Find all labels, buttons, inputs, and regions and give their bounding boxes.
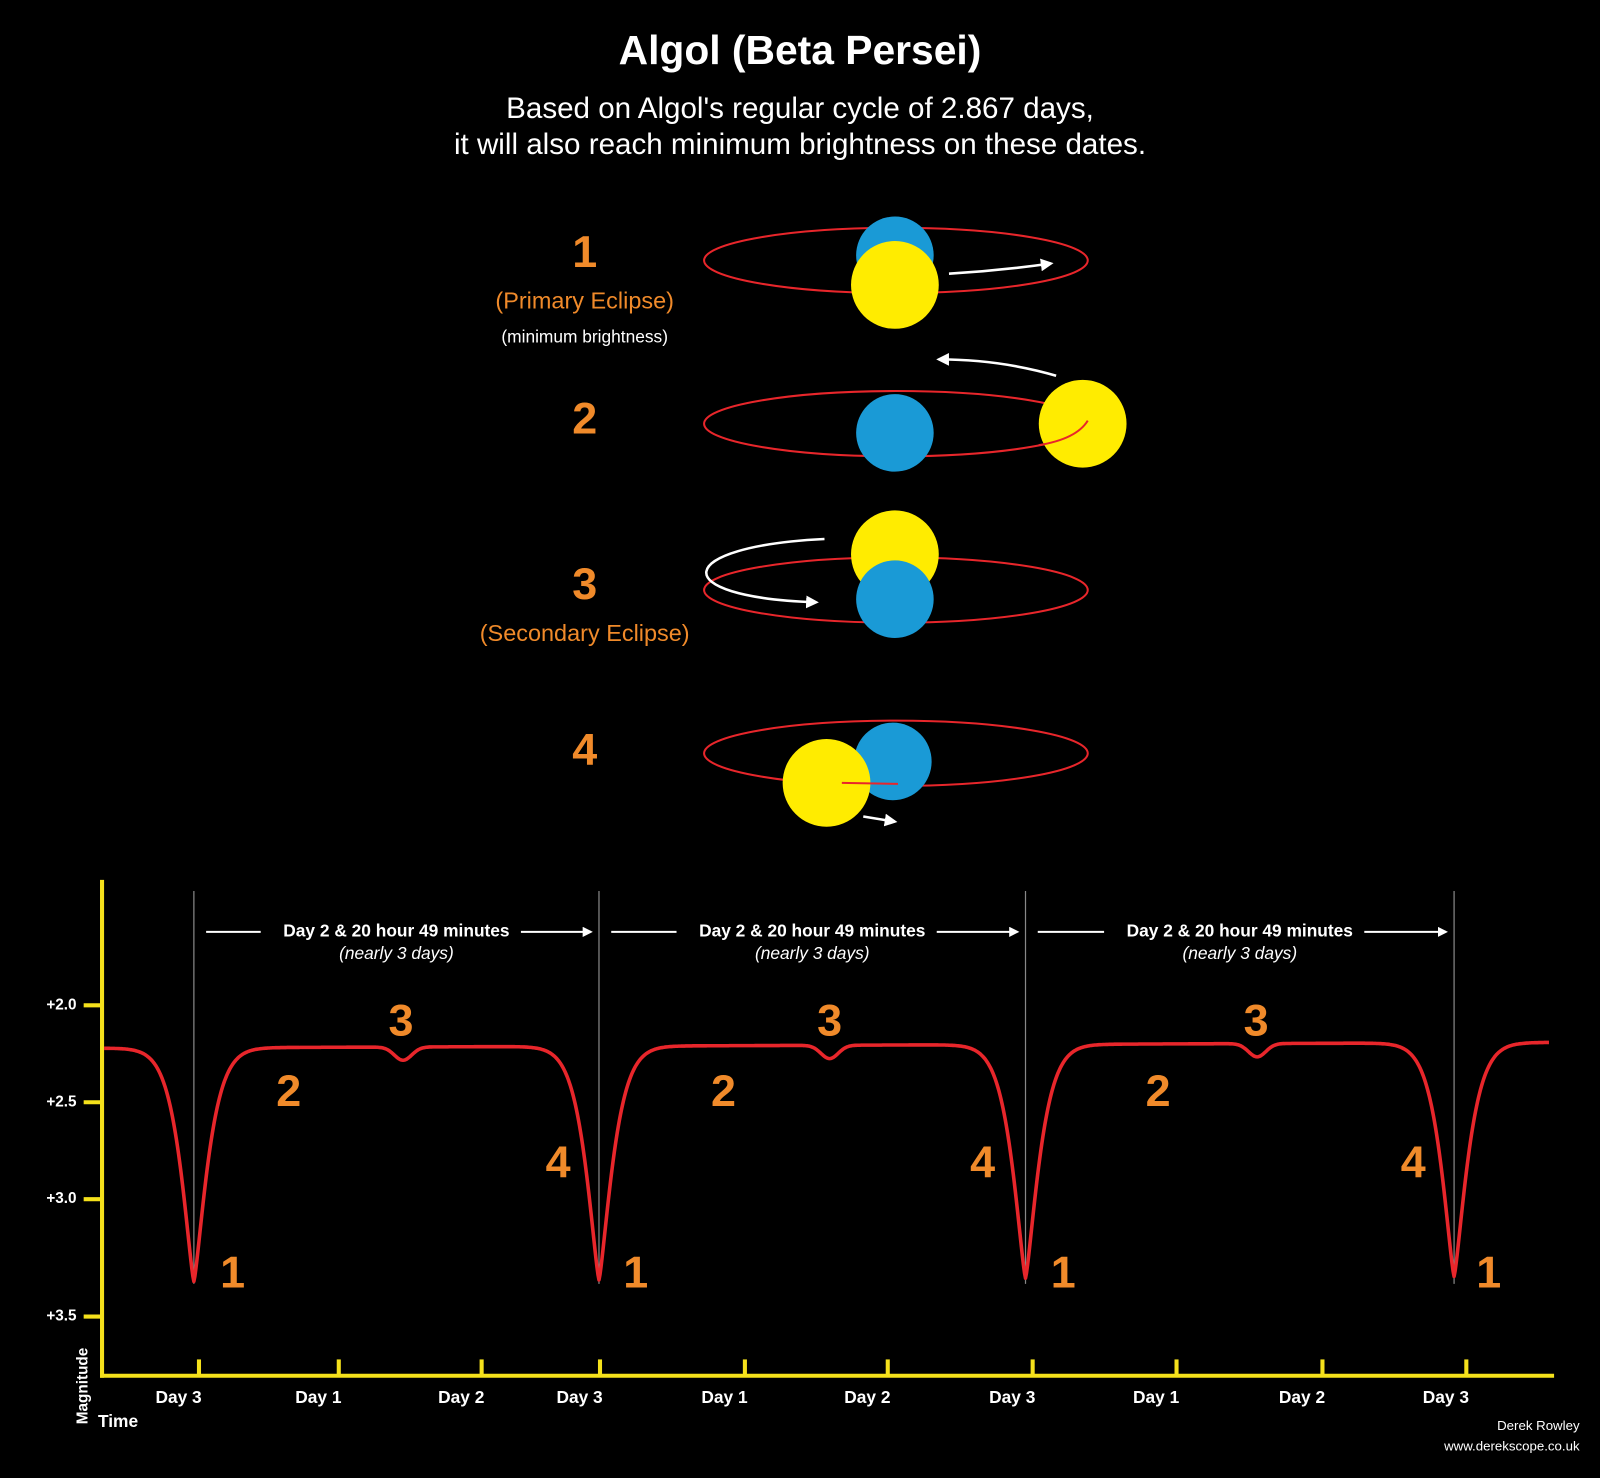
motion-arrow <box>936 353 1057 377</box>
x-axis-title: Time <box>98 1411 138 1431</box>
x-tick-label: Day 3 <box>556 1387 603 1407</box>
motion-arrow <box>863 813 898 827</box>
star-blue <box>856 394 934 472</box>
curve-phase-label: 4 <box>546 1136 571 1187</box>
x-tick-label: Day 3 <box>155 1387 202 1407</box>
subtitle: it will also reach minimum brightness on… <box>454 128 1146 161</box>
interval-label: Day 2 & 20 hour 49 minutes <box>699 920 925 940</box>
curve-phase-label: 1 <box>220 1247 245 1298</box>
x-tick-label: Day 1 <box>1133 1387 1180 1407</box>
phase-number: 3 <box>572 558 597 609</box>
phase-label: (Primary Eclipse) <box>495 287 674 313</box>
curve-phase-label: 2 <box>711 1065 736 1116</box>
star-blue <box>854 722 932 801</box>
x-tick-label: Day 2 <box>844 1387 890 1407</box>
interval-label: Day 2 & 20 hour 49 minutes <box>1127 920 1353 940</box>
phase-number: 4 <box>572 724 597 775</box>
phase-label: (Secondary Eclipse) <box>480 620 690 646</box>
curve-phase-label: 1 <box>1051 1247 1076 1298</box>
motion-arrow <box>705 537 825 609</box>
phase-number: 2 <box>572 393 597 444</box>
curve-phase-label: 1 <box>623 1247 648 1298</box>
star-yellow <box>1038 379 1127 468</box>
light-curve: +2.0 +2.5 +3.0 +3.5 Day 3 Day 1 Day 2 Day 3 Day … <box>46 879 1555 1431</box>
y-tick-label: +3.0 <box>46 1190 76 1207</box>
y-tick-label: +2.5 <box>46 1093 77 1110</box>
curve-phase-label: 4 <box>970 1136 995 1187</box>
interval-note: (nearly 3 days) <box>339 943 454 963</box>
credit: www.derekscope.co.uk <box>1443 1439 1580 1454</box>
x-tick-label: Day 3 <box>1423 1387 1470 1407</box>
curve-phase-label: 2 <box>1146 1065 1171 1116</box>
interval-label: Day 2 & 20 hour 49 minutes <box>283 920 509 940</box>
phase-note: (minimum brightness) <box>501 327 668 347</box>
curve-phase-label: 3 <box>1244 995 1269 1046</box>
subtitle: Based on Algol's regular cycle of 2.867 … <box>506 92 1094 125</box>
curve-phase-label: 2 <box>276 1065 301 1116</box>
y-tick-label: +3.5 <box>46 1308 77 1325</box>
orbit-front <box>841 781 898 785</box>
x-tick-label: Day 3 <box>989 1387 1036 1407</box>
curve-phase-label: 1 <box>1476 1247 1501 1298</box>
orbit-diagram: 1 (Primary Eclipse) (minimum brightness) 2 3… <box>480 216 1127 827</box>
interval-note: (nearly 3 days) <box>755 943 870 963</box>
y-tick-label: +2.0 <box>46 996 76 1013</box>
star-yellow <box>782 739 871 827</box>
title: Algol (Beta Persei) <box>619 27 982 73</box>
x-tick-label: Day 2 <box>1279 1387 1325 1407</box>
curve-phase-label: 4 <box>1401 1136 1426 1187</box>
phase-number: 1 <box>572 226 597 277</box>
orbit-front <box>1038 420 1089 447</box>
x-tick-label: Day 2 <box>438 1387 484 1407</box>
interval-note: (nearly 3 days) <box>1182 943 1297 963</box>
curve-phase-label: 3 <box>389 995 414 1046</box>
light-curve-line <box>103 1040 1550 1284</box>
curve-phase-label: 3 <box>817 995 842 1046</box>
credit: Derek Rowley <box>1497 1418 1580 1433</box>
x-tick-label: Day 1 <box>295 1387 342 1407</box>
star-yellow <box>851 241 939 329</box>
motion-arrow <box>948 258 1054 275</box>
star-blue <box>856 560 934 638</box>
x-tick-label: Day 1 <box>701 1387 748 1407</box>
y-axis-title: Magnitude <box>75 1348 92 1424</box>
